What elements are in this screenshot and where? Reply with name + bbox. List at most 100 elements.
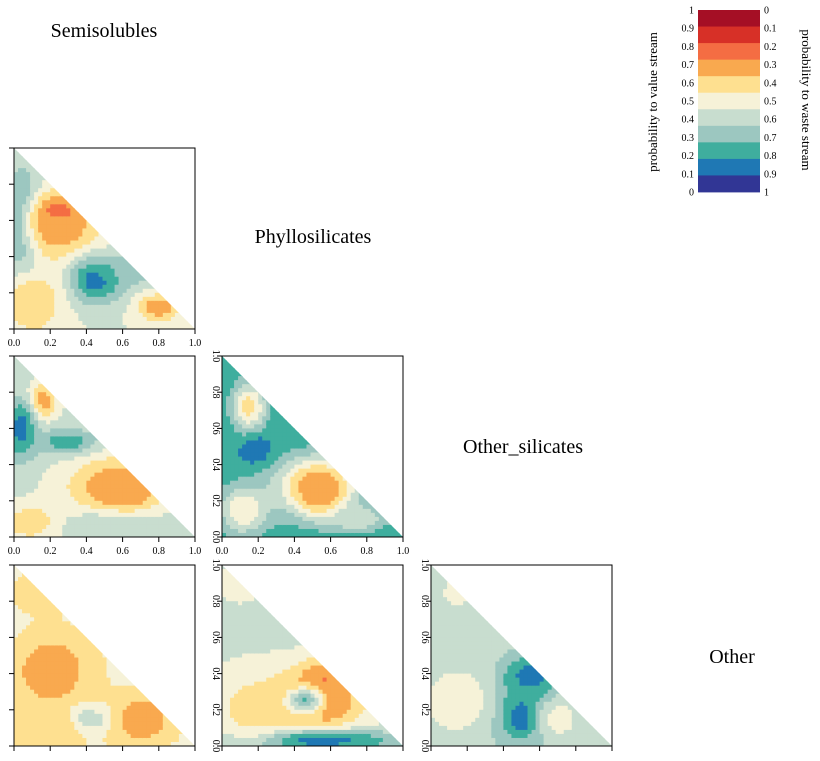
heatmap-cell — [246, 476, 251, 482]
heatmap-cell — [282, 520, 287, 526]
heatmap-cell — [114, 468, 120, 474]
heatmap-cell — [222, 372, 227, 377]
heatmap-cell — [18, 160, 23, 165]
heatmap-cell — [126, 673, 132, 679]
heatmap-cell — [82, 725, 87, 731]
heatmap-cell — [78, 472, 83, 478]
heatmap-cell — [126, 320, 132, 326]
heatmap-cell — [226, 685, 231, 691]
heatmap-cell — [34, 677, 39, 683]
heatmap-cell — [26, 589, 31, 594]
heatmap-cell — [18, 617, 23, 622]
heatmap-cell — [18, 565, 23, 570]
heatmap-cell — [114, 460, 120, 466]
heatmap-cell — [270, 725, 275, 731]
heatmap-cell — [26, 621, 31, 626]
heatmap-cell — [58, 528, 63, 534]
heatmap-cell — [222, 376, 227, 381]
heatmap-cell — [250, 424, 255, 429]
heatmap-cell — [166, 713, 172, 719]
heatmap-cell — [58, 633, 63, 638]
heatmap-cell — [102, 520, 108, 526]
heatmap-cell — [74, 216, 79, 221]
heatmap-cell — [262, 488, 267, 494]
heatmap-cell — [354, 492, 360, 498]
heatmap-cell — [82, 212, 87, 217]
heatmap-cell — [78, 717, 83, 723]
heatmap-cell — [94, 272, 100, 278]
heatmap-cell — [66, 420, 71, 425]
heatmap-cell — [274, 613, 279, 618]
heatmap-cell — [134, 304, 140, 310]
heatmap-cell — [134, 689, 140, 695]
heatmap-cell — [46, 617, 51, 622]
heatmap-cell — [254, 713, 259, 719]
heatmap-cell — [258, 693, 263, 699]
heatmap-cell — [274, 629, 279, 634]
heatmap-cell — [78, 284, 83, 290]
heatmap-cell — [262, 621, 267, 626]
heatmap-cell — [382, 524, 388, 530]
heatmap-cell — [282, 468, 287, 474]
heatmap-cell — [242, 440, 247, 446]
heatmap-cell — [58, 661, 63, 667]
heatmap-cell — [26, 609, 31, 614]
heatmap-cell — [34, 276, 39, 282]
heatmap-cell — [274, 633, 279, 638]
heatmap-cell — [106, 717, 112, 723]
heatmap-cell — [46, 464, 51, 470]
heatmap-cell — [98, 500, 104, 506]
heatmap-cell — [86, 444, 92, 450]
heatmap-cell — [14, 292, 19, 298]
heatmap-cell — [238, 412, 243, 417]
heatmap-cell — [314, 512, 320, 518]
heatmap-cell — [302, 440, 308, 446]
heatmap-cell — [154, 701, 160, 707]
heatmap-cell — [294, 448, 300, 454]
heatmap-cell — [162, 713, 168, 719]
heatmap-cell — [246, 717, 251, 723]
heatmap-cell — [182, 528, 188, 534]
heatmap-cell — [298, 468, 304, 474]
heatmap-cell — [14, 673, 19, 679]
heatmap-cell — [86, 252, 92, 258]
heatmap-cell — [22, 669, 27, 675]
heatmap-cell — [386, 516, 392, 522]
heatmap-cell — [90, 232, 96, 238]
heatmap-cell — [86, 637, 92, 643]
heatmap-cell — [294, 512, 300, 518]
heatmap-cell — [342, 500, 348, 506]
heatmap-cell — [74, 669, 79, 675]
heatmap-cell — [122, 504, 128, 510]
heatmap-cell — [134, 292, 140, 298]
heatmap-cell — [234, 488, 239, 494]
heatmap-cell — [14, 492, 19, 498]
heatmap-cell — [274, 456, 279, 462]
heatmap-cell — [18, 380, 23, 385]
heatmap-cell — [114, 737, 120, 743]
heatmap-cell — [146, 496, 152, 502]
heatmap-cell — [70, 472, 75, 478]
heatmap-cell — [266, 713, 271, 719]
heatmap-cell — [234, 633, 239, 638]
heatmap-cell — [18, 677, 23, 683]
heatmap-cell — [30, 272, 35, 278]
heatmap-cell — [46, 452, 51, 458]
heatmap-cell — [118, 717, 124, 723]
heatmap-cell — [238, 717, 243, 723]
heatmap-cell — [346, 484, 352, 490]
heatmap-cell — [150, 741, 156, 746]
heatmap-cell — [82, 500, 87, 506]
heatmap-cell — [230, 408, 235, 413]
heatmap-cell — [114, 256, 120, 262]
heatmap-cell — [238, 633, 243, 638]
heatmap-cell — [262, 424, 267, 429]
heatmap-cell — [150, 296, 156, 302]
heatmap-cell — [230, 601, 235, 606]
heatmap-cell — [38, 661, 43, 667]
heatmap-cell — [30, 717, 35, 723]
heatmap-cell — [14, 320, 19, 326]
heatmap-cell — [70, 244, 75, 250]
heatmap-cell — [270, 440, 275, 446]
heatmap-cell — [246, 729, 251, 735]
